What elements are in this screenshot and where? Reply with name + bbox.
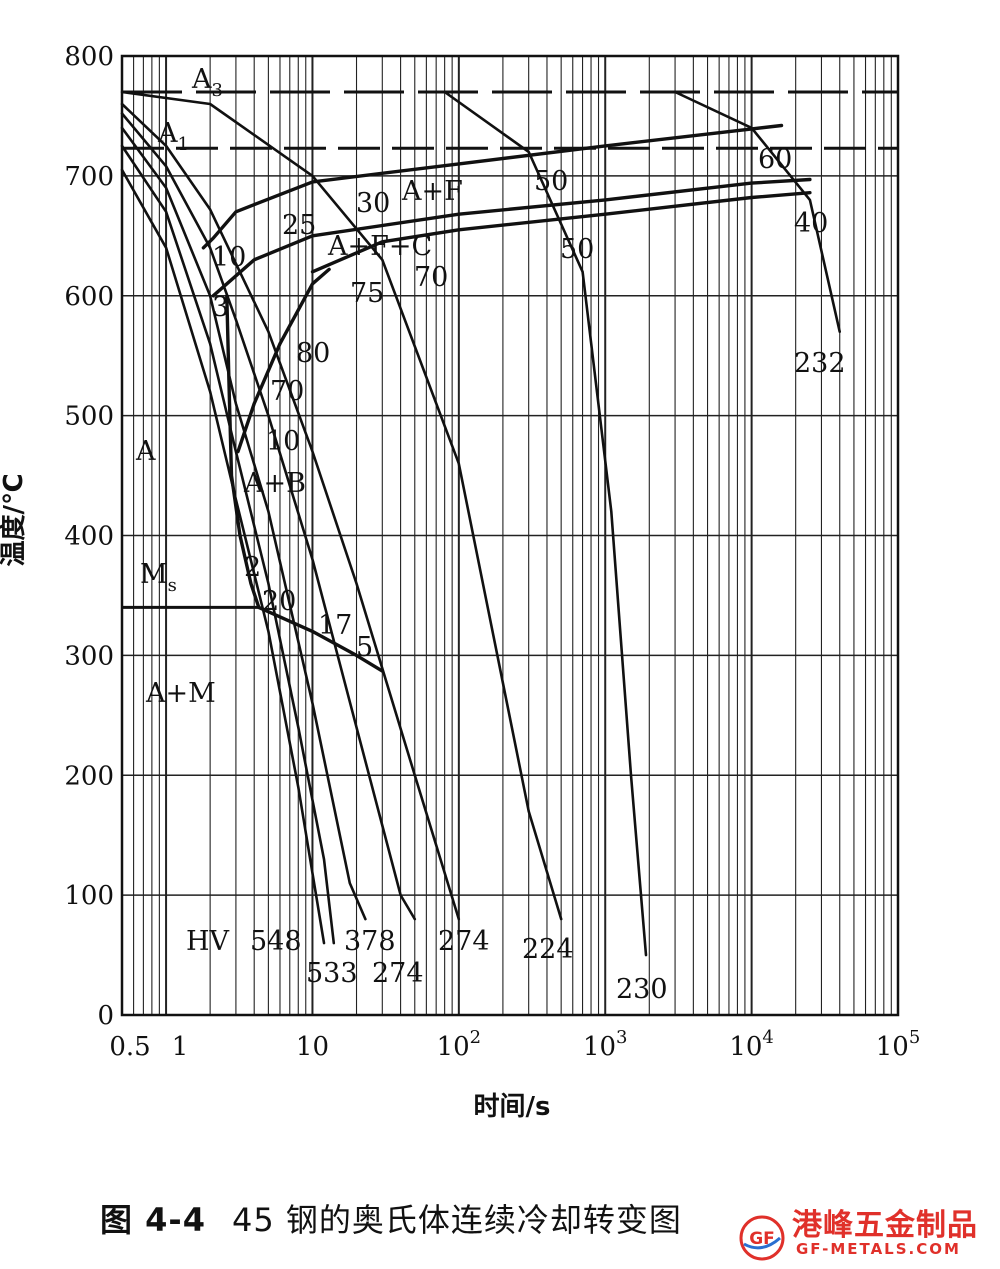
region-austenite: A bbox=[135, 436, 156, 467]
figure-caption: 图 4-4 45 钢的奥氏体连续冷却转变图 bbox=[100, 1195, 682, 1241]
y-tick-label: 300 bbox=[64, 641, 114, 671]
watermark-name: 港峰五金制品 bbox=[792, 1208, 978, 1243]
caption-number: 图 4-4 bbox=[100, 1201, 206, 1239]
watermark: GF 港峰五金制品 GF-METALS.COM bbox=[738, 1196, 998, 1266]
percent-annotation: 70 bbox=[414, 262, 448, 293]
percent-annotation: 60 bbox=[758, 144, 792, 175]
percent-annotation: 50 bbox=[534, 166, 568, 197]
y-tick-label: 200 bbox=[64, 761, 114, 791]
percent-annotation: 5 bbox=[356, 632, 373, 663]
watermark-domain: GF-METALS.COM bbox=[796, 1240, 961, 1258]
hardness-prefix: HV bbox=[186, 926, 230, 957]
x-tick-label: 102 bbox=[437, 1027, 482, 1062]
a3-label: A3 bbox=[191, 64, 223, 101]
percent-annotation: 25 bbox=[282, 210, 316, 241]
x-tick-label: 105 bbox=[876, 1027, 921, 1062]
y-tick-label: 500 bbox=[64, 402, 114, 432]
percent-annotation: 75 bbox=[350, 278, 384, 309]
y-tick-label: 0 bbox=[97, 1001, 114, 1031]
y-tick-label: 400 bbox=[64, 522, 114, 552]
cooling-curve bbox=[120, 126, 367, 921]
hardness-label: 274 bbox=[438, 926, 490, 957]
percent-annotation: 3 bbox=[212, 292, 229, 323]
y-axis-label: 温度/℃ bbox=[0, 474, 29, 567]
transformation-line bbox=[225, 294, 261, 610]
region-austenite-martensite: A+M bbox=[145, 678, 216, 709]
percent-annotation: 50 bbox=[560, 234, 594, 265]
y-tick-label: 800 bbox=[64, 42, 114, 72]
x-tick-label: 103 bbox=[583, 1027, 628, 1062]
x-axis-label: 时间/s bbox=[474, 1092, 551, 1122]
percent-annotation: 40 bbox=[794, 208, 828, 239]
transformation-line bbox=[201, 123, 784, 250]
cooling-curve bbox=[443, 90, 648, 957]
x-tick-label: 104 bbox=[729, 1027, 774, 1062]
cooling-curve bbox=[120, 112, 417, 921]
caption-text: 45 钢的奥氏体连续冷却转变图 bbox=[231, 1201, 682, 1239]
y-tick-label: 700 bbox=[64, 162, 114, 192]
svg-text:GF: GF bbox=[749, 1229, 775, 1249]
percent-annotation: 20 bbox=[262, 586, 296, 617]
plot-border bbox=[120, 54, 900, 1017]
y-tick-labels: 0 100 200 300 400 500 600 700 800 bbox=[64, 42, 114, 1031]
gf-logo-icon: GF bbox=[739, 1215, 785, 1261]
transformation-line bbox=[236, 267, 331, 454]
ms-label: Ms bbox=[140, 559, 177, 596]
transformation-line bbox=[310, 191, 812, 274]
region-austenite-ferrite: A+F bbox=[401, 176, 463, 207]
cct-chart: 0.5 1 10 102 103 104 105 010020030040050060070… bbox=[0, 42, 920, 1122]
percent-annotation: 10 bbox=[266, 426, 300, 457]
y-tick-label: 100 bbox=[64, 881, 114, 911]
cooling-curve bbox=[120, 144, 336, 945]
transformation-line bbox=[257, 605, 384, 673]
hardness-label: 224 bbox=[522, 934, 574, 965]
hardness-label: 378 bbox=[344, 926, 396, 957]
x-tick-label: 10 bbox=[296, 1032, 329, 1062]
percent-annotation: 80 bbox=[296, 338, 330, 369]
percent-annotation: 30 bbox=[356, 188, 390, 219]
x-tick-label: 0.5 bbox=[109, 1032, 150, 1062]
hardness-label: 548 bbox=[250, 926, 302, 957]
hardness-label: 274 bbox=[372, 958, 424, 989]
x-tick-labels: 0.5 1 10 102 103 104 105 bbox=[109, 1027, 920, 1062]
percent-annotation: 2 bbox=[244, 552, 261, 583]
hardness-label: 232 bbox=[794, 348, 846, 379]
cooling-curve bbox=[120, 102, 461, 921]
hardness-label: 230 bbox=[616, 974, 668, 1005]
transformation-lines bbox=[201, 123, 812, 673]
region-austenite-bainite: A+B bbox=[243, 468, 306, 499]
cooling-curves bbox=[120, 90, 841, 957]
x-tick-label: 1 bbox=[172, 1032, 189, 1062]
percent-annotation: 10 bbox=[212, 242, 246, 273]
reference-lines bbox=[122, 90, 898, 609]
cooling-curve bbox=[673, 90, 841, 333]
percent-annotation: 17 bbox=[318, 610, 352, 641]
hardness-label: 533 bbox=[306, 958, 358, 989]
cooling-curve bbox=[120, 90, 563, 921]
plot-frame bbox=[120, 54, 900, 1017]
percent-annotation: 70 bbox=[270, 376, 304, 407]
region-austenite-ferrite-carbide: A+F+C bbox=[327, 231, 432, 262]
y-tick-label: 600 bbox=[64, 282, 114, 312]
transformation-line bbox=[211, 177, 812, 298]
